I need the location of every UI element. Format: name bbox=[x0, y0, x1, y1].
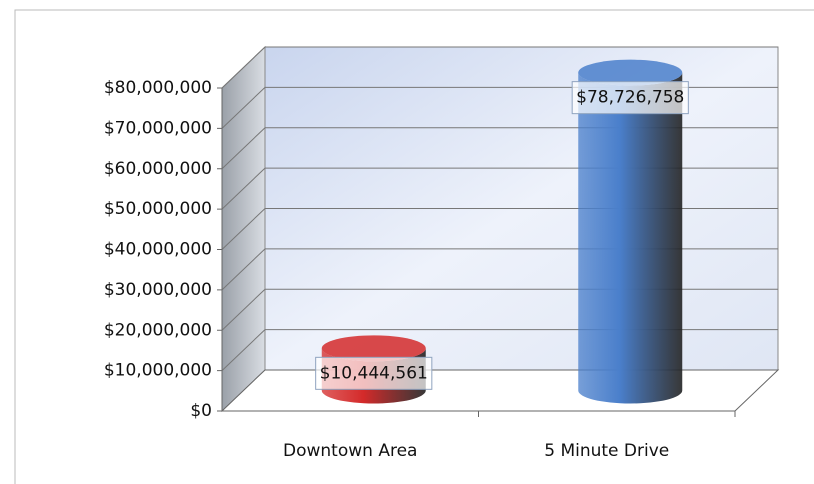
y-tick-label: $30,000,000 bbox=[104, 280, 212, 300]
y-tick-label: $40,000,000 bbox=[104, 240, 212, 260]
value-label: $10,444,561 bbox=[320, 363, 428, 383]
value-label-box bbox=[315, 356, 433, 390]
x-tick-label: 5 Minute Drive bbox=[544, 441, 669, 461]
grid-line bbox=[221, 127, 266, 170]
value-label: $78,726,758 bbox=[576, 88, 684, 108]
cylinder-top bbox=[578, 59, 683, 86]
y-tick-label: $0 bbox=[190, 401, 212, 421]
y-tick-label: $20,000,000 bbox=[104, 320, 212, 340]
grid-line bbox=[221, 167, 266, 210]
value-label-box bbox=[571, 81, 689, 115]
grid-line bbox=[221, 329, 266, 371]
y-tick-label: $70,000,000 bbox=[104, 118, 212, 138]
frame bbox=[14, 9, 814, 484]
x-tick-label: Downtown Area bbox=[283, 441, 417, 461]
y-tick-label: $10,000,000 bbox=[104, 361, 212, 381]
grid-line bbox=[221, 288, 266, 331]
cylinder-top bbox=[321, 335, 426, 362]
floor bbox=[220, 369, 780, 412]
grid-line bbox=[221, 248, 266, 291]
bar bbox=[578, 72, 683, 404]
y-tick-label: $50,000,000 bbox=[104, 199, 212, 219]
grid-line bbox=[221, 87, 266, 129]
grid-line bbox=[221, 208, 266, 250]
y-tick-label: $60,000,000 bbox=[104, 159, 212, 179]
y-tick-label: $80,000,000 bbox=[104, 78, 212, 98]
grid-line bbox=[221, 46, 266, 89]
